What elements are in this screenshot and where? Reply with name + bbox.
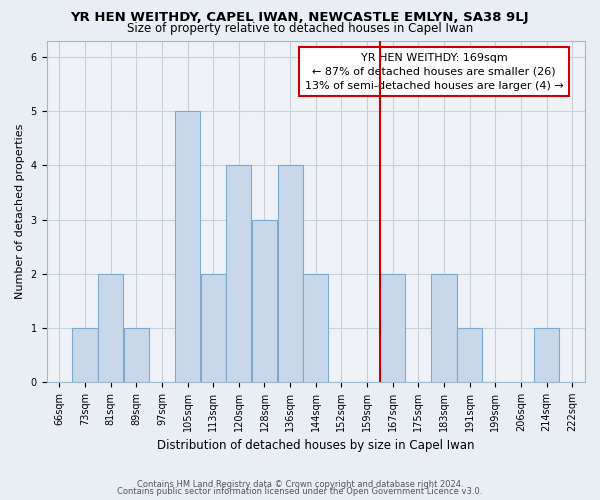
X-axis label: Distribution of detached houses by size in Capel Iwan: Distribution of detached houses by size … — [157, 440, 475, 452]
Text: Contains HM Land Registry data © Crown copyright and database right 2024.: Contains HM Land Registry data © Crown c… — [137, 480, 463, 489]
Bar — [124, 328, 149, 382]
Bar — [175, 112, 200, 382]
Bar — [457, 328, 482, 382]
Y-axis label: Number of detached properties: Number of detached properties — [15, 124, 25, 299]
Bar — [303, 274, 328, 382]
Text: YR HEN WEITHDY, CAPEL IWAN, NEWCASTLE EMLYN, SA38 9LJ: YR HEN WEITHDY, CAPEL IWAN, NEWCASTLE EM… — [71, 11, 529, 24]
Text: Size of property relative to detached houses in Capel Iwan: Size of property relative to detached ho… — [127, 22, 473, 35]
Bar — [278, 166, 302, 382]
Bar — [431, 274, 457, 382]
Text: Contains public sector information licensed under the Open Government Licence v3: Contains public sector information licen… — [118, 487, 482, 496]
Bar — [73, 328, 98, 382]
Bar — [200, 274, 226, 382]
Bar — [98, 274, 123, 382]
Bar — [380, 274, 405, 382]
Text: YR HEN WEITHDY: 169sqm
← 87% of detached houses are smaller (26)
13% of semi-det: YR HEN WEITHDY: 169sqm ← 87% of detached… — [305, 52, 563, 90]
Bar — [226, 166, 251, 382]
Bar — [252, 220, 277, 382]
Bar — [534, 328, 559, 382]
